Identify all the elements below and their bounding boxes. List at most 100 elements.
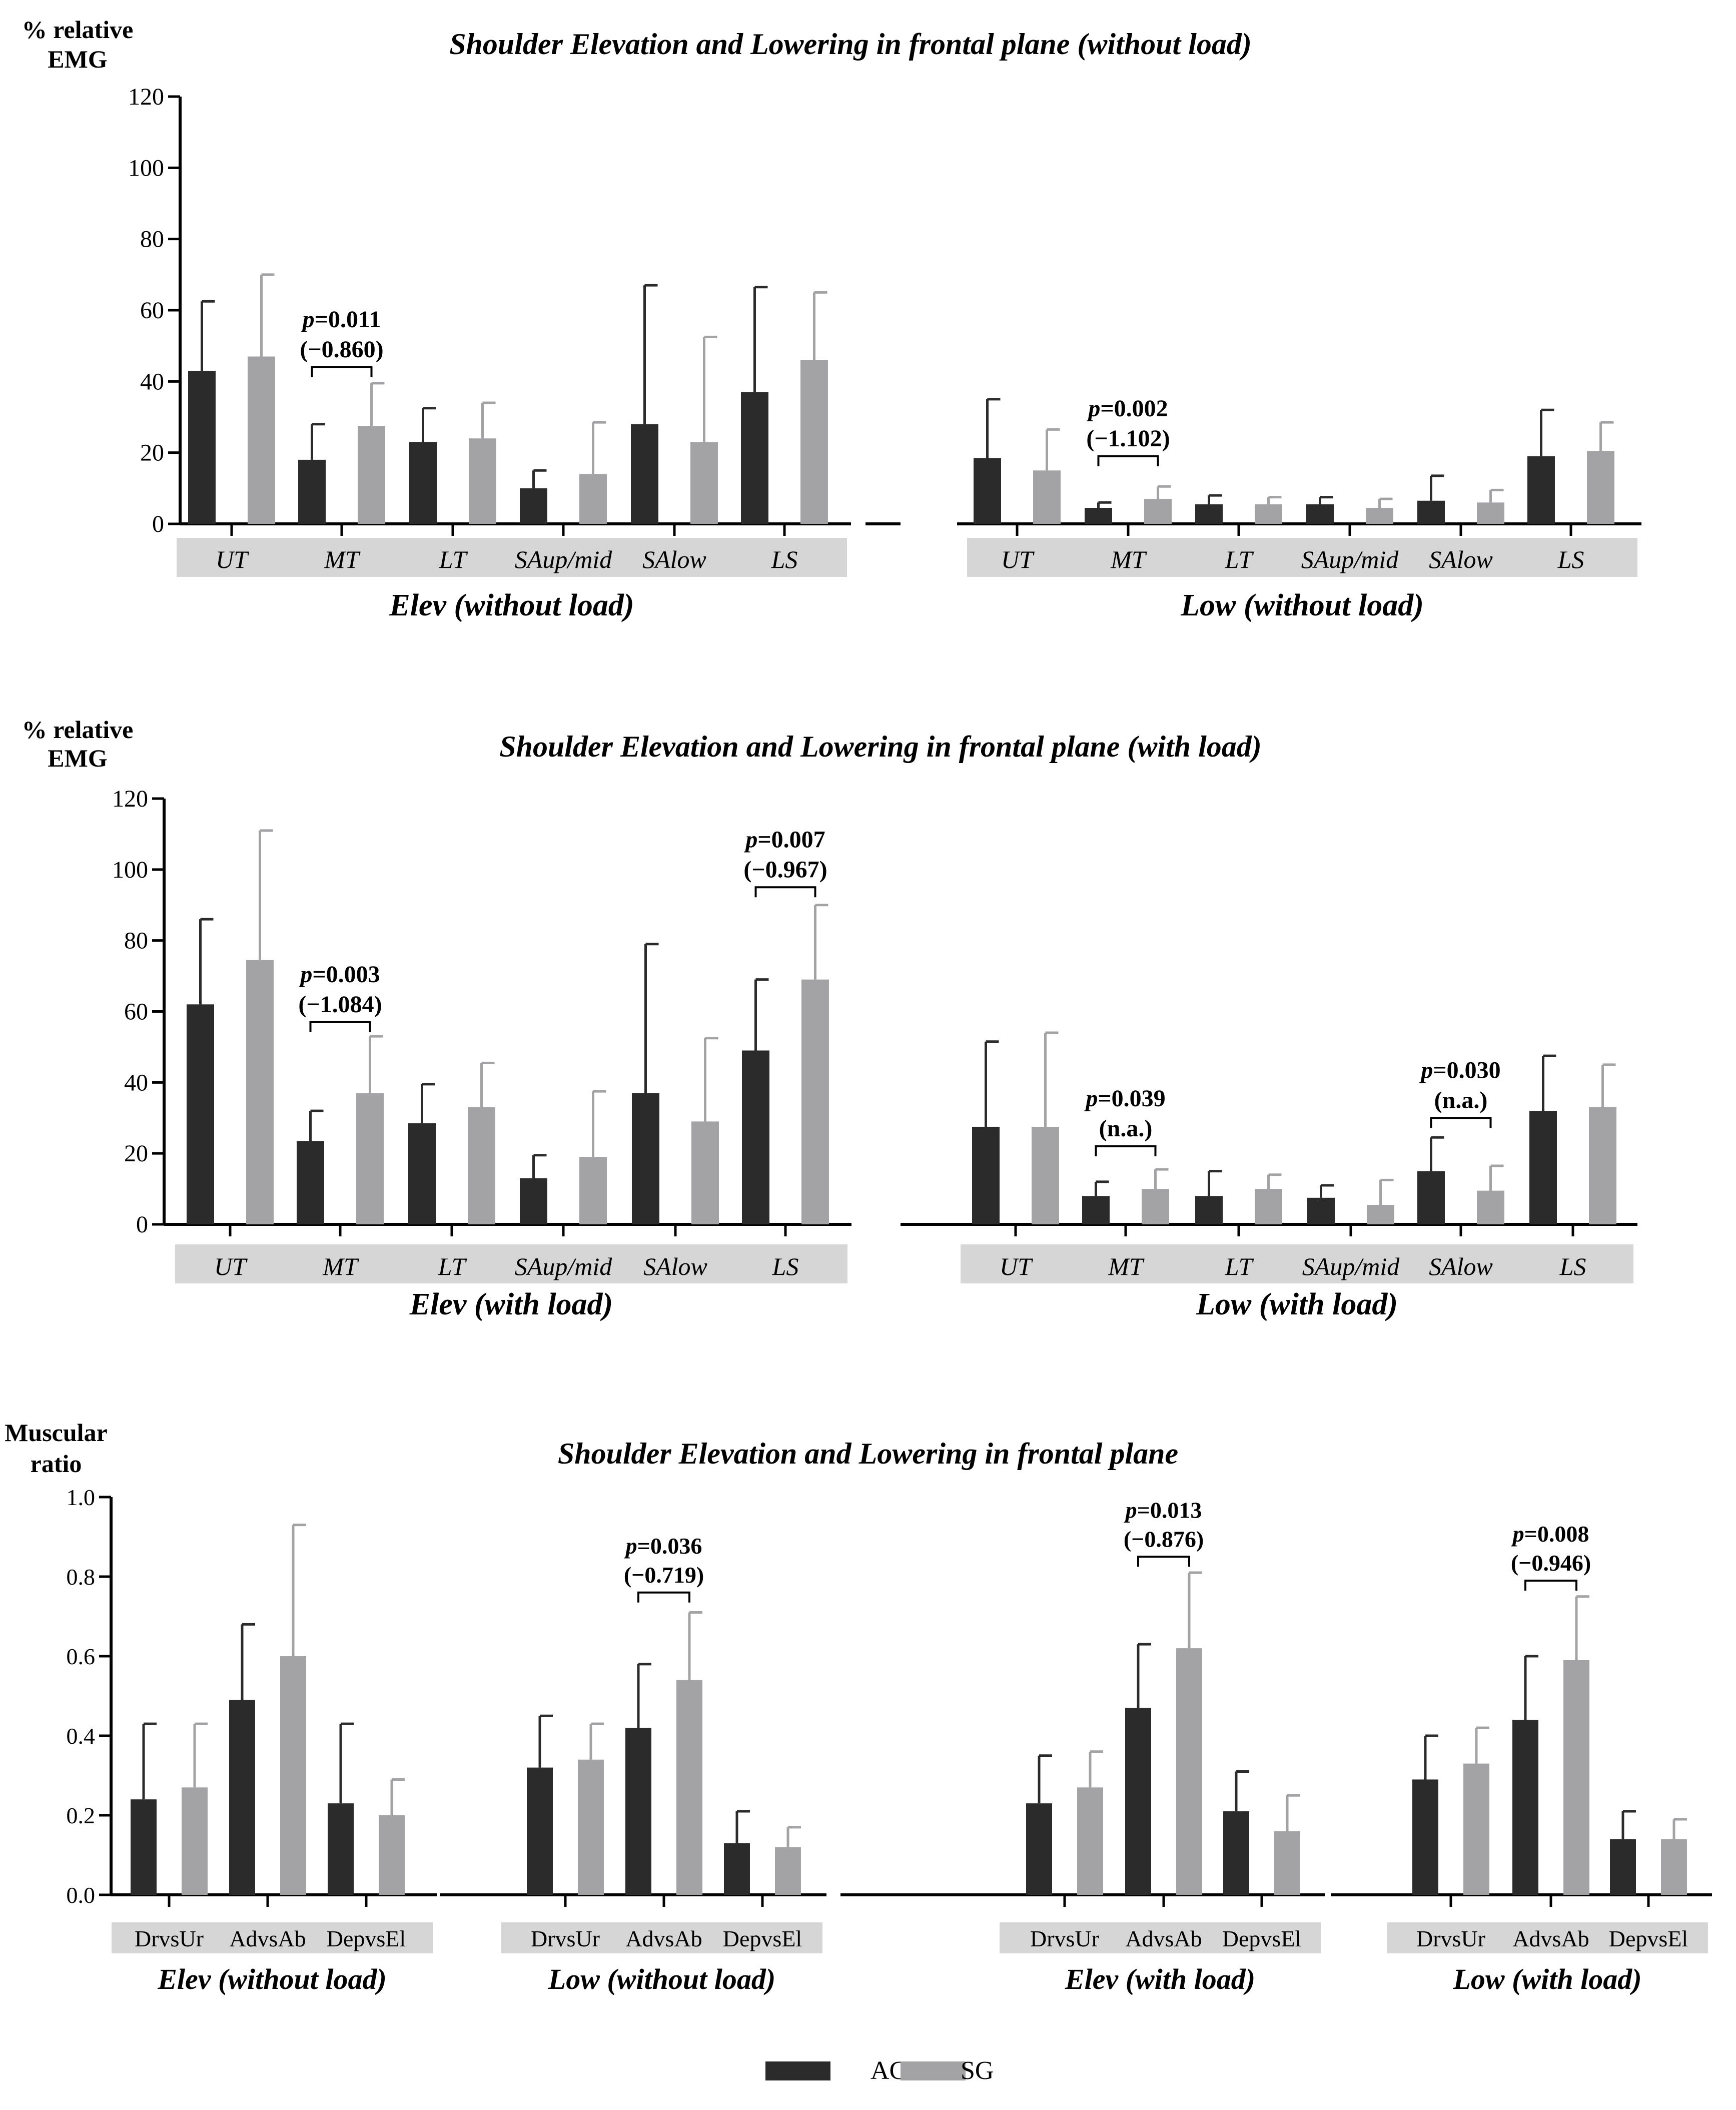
category-label: AdvsAb xyxy=(625,1926,702,1951)
bar-ag-ls xyxy=(1529,1111,1557,1224)
y-tick-label: 40 xyxy=(140,368,164,395)
bar-sg-salow xyxy=(1477,502,1504,524)
bar-ag-salow xyxy=(632,1093,659,1224)
y-tick-label: 100 xyxy=(112,857,148,883)
category-label: SAup/mid xyxy=(1301,545,1399,573)
bar-ag-advsab xyxy=(625,1728,651,1895)
bar-ag-ls xyxy=(742,1050,769,1224)
p-value-label: p=0.011 xyxy=(301,306,381,333)
p-value-label: p=0.030 xyxy=(1419,1057,1500,1083)
p-value-label: p=0.013 xyxy=(1124,1497,1202,1523)
bar-ag-saup-mid xyxy=(1307,1197,1335,1224)
effect-size-label: (n.a.) xyxy=(1099,1115,1153,1142)
chart-title: Shoulder Elevation and Lowering in front… xyxy=(449,28,1252,61)
y-tick-label: 80 xyxy=(124,928,148,954)
bar-ag-ut xyxy=(188,370,216,524)
p-value: =0.008 xyxy=(1524,1521,1589,1547)
y-tick-label: 60 xyxy=(124,999,148,1025)
bar-ag-lt xyxy=(409,442,437,524)
y-tick-label: 0.8 xyxy=(67,1564,96,1590)
y-tick-label: 120 xyxy=(128,84,164,110)
group-label: Low (without load) xyxy=(1180,588,1424,622)
category-label: DepvsEl xyxy=(1222,1926,1301,1951)
bar-ag-depvsel xyxy=(724,1843,750,1895)
bar-sg-lt xyxy=(468,1107,495,1224)
bar-ag-saup-mid xyxy=(520,1178,547,1224)
bar-sg-mt xyxy=(358,426,385,524)
y-axis-label: Muscular xyxy=(5,1419,108,1447)
bar-sg-mt xyxy=(1144,499,1172,524)
bar-ag-mt xyxy=(1085,507,1112,524)
bar-sg-ls xyxy=(1587,451,1614,524)
effect-size-label: (n.a.) xyxy=(1434,1087,1488,1113)
p-value-label: p=0.008 xyxy=(1511,1521,1589,1547)
category-label: UT xyxy=(214,1252,248,1280)
bar-sg-ls xyxy=(1589,1107,1616,1224)
category-band xyxy=(1387,1922,1708,1953)
significance-bracket xyxy=(637,1591,690,1603)
p-symbol: p xyxy=(1511,1521,1524,1547)
y-tick-label: 1.0 xyxy=(67,1485,96,1510)
bar-ag-mt xyxy=(1082,1196,1110,1224)
bar-sg-drvsur xyxy=(578,1759,604,1895)
bar-sg-mt xyxy=(1142,1189,1169,1224)
bar-sg-depvsel xyxy=(379,1815,405,1895)
group-label: Low (with load) xyxy=(1196,1287,1398,1321)
bar-sg-lt xyxy=(469,438,496,524)
p-symbol: p xyxy=(1124,1497,1137,1523)
y-axis-label: % relative xyxy=(22,16,134,44)
group-label: Elev (with load) xyxy=(409,1287,613,1321)
y-axis-label: EMG xyxy=(48,45,107,73)
bar-ag-advsab xyxy=(229,1700,255,1895)
bar-ag-lt xyxy=(1195,504,1223,524)
group-label: Elev (without load) xyxy=(157,1963,387,1995)
p-value-label: p=0.007 xyxy=(743,826,825,853)
y-tick-label: 0 xyxy=(152,511,164,537)
bar-sg-advsab xyxy=(280,1656,306,1895)
p-value-label: p=0.039 xyxy=(1084,1085,1165,1112)
bar-ag-salow xyxy=(1417,1171,1445,1224)
bar-ag-saup-mid xyxy=(1306,504,1334,524)
bar-ag-depvsel xyxy=(328,1803,354,1895)
p-symbol: p xyxy=(1084,1085,1098,1112)
bar-sg-salow xyxy=(1477,1190,1504,1224)
bar-ag-mt xyxy=(298,459,326,524)
category-label: LS xyxy=(771,545,798,573)
category-label: DepvsEl xyxy=(1609,1926,1688,1951)
group-label: Low (with load) xyxy=(1452,1963,1641,1995)
y-axis-label: EMG xyxy=(48,744,107,772)
bar-sg-depvsel xyxy=(1661,1839,1687,1895)
bar-sg-saup-mid xyxy=(579,474,607,524)
bar-ag-depvsel xyxy=(1610,1839,1636,1895)
p-symbol: p xyxy=(301,306,315,333)
bar-sg-ut xyxy=(246,960,274,1224)
bar-ag-ut xyxy=(974,458,1001,524)
bar-ag-salow xyxy=(1417,500,1445,524)
category-label: LT xyxy=(439,545,468,573)
bar-ag-ls xyxy=(1527,456,1555,524)
bar-ag-ut xyxy=(187,1004,214,1224)
category-label: AdvsAb xyxy=(229,1926,306,1951)
category-band xyxy=(501,1922,822,1953)
bar-ag-advsab xyxy=(1512,1720,1538,1895)
effect-size-label: (−0.719) xyxy=(624,1562,704,1588)
category-band xyxy=(175,1244,847,1283)
bar-sg-depvsel xyxy=(775,1847,801,1895)
p-value: =0.039 xyxy=(1098,1085,1165,1112)
category-label: MT xyxy=(1108,1252,1145,1280)
legend-swatch-sg xyxy=(901,2061,966,2080)
y-tick-label: 0.6 xyxy=(67,1644,96,1669)
y-tick-label: 0.0 xyxy=(67,1882,96,1908)
category-label: AdvsAb xyxy=(1512,1926,1589,1951)
category-label: DrvsUr xyxy=(135,1926,204,1951)
y-axis-label: % relative xyxy=(22,716,134,744)
p-value: =0.007 xyxy=(757,826,825,853)
y-tick-label: 40 xyxy=(124,1069,148,1096)
category-label: DepvsEl xyxy=(327,1926,406,1951)
bar-sg-depvsel xyxy=(1274,1831,1300,1895)
y-tick-label: 20 xyxy=(140,440,164,466)
bar-sg-salow xyxy=(691,1121,719,1224)
group-label: Elev (with load) xyxy=(1065,1963,1255,1995)
category-label: SAlow xyxy=(642,545,706,573)
y-tick-label: 0 xyxy=(136,1211,148,1238)
